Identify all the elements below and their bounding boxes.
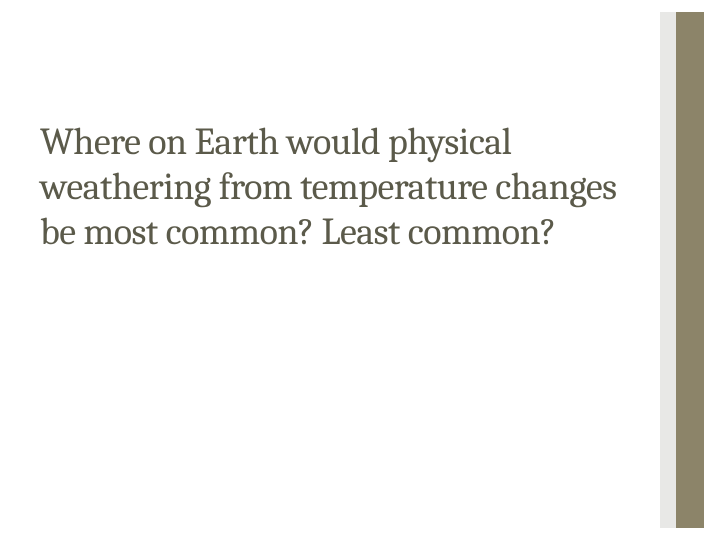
slide-container: Where on Earth would physical weathering… (0, 0, 720, 540)
accent-bar (676, 12, 704, 528)
slide-title: Where on Earth would physical weathering… (40, 120, 620, 254)
accent-shadow-bar (660, 12, 676, 528)
